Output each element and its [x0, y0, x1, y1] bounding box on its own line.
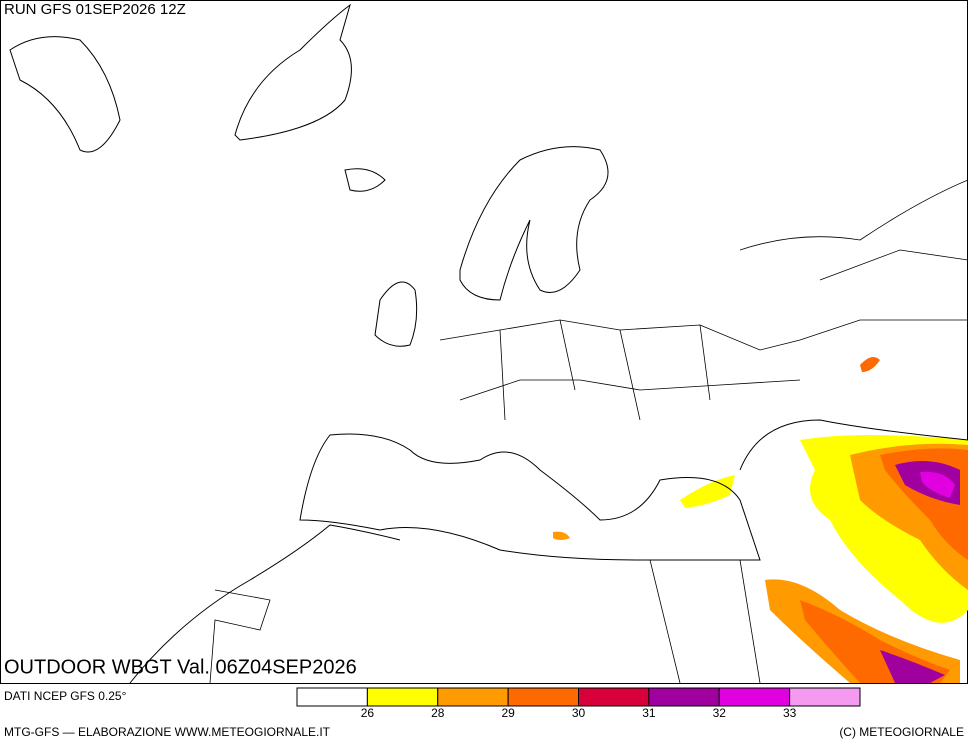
legend-swatch	[718, 687, 791, 707]
run-label: RUN GFS 01SEP2026 12Z	[4, 1, 186, 18]
field	[860, 356, 880, 372]
legend-tick-label: 31	[642, 706, 656, 720]
field	[553, 531, 570, 540]
legend-tick-label: 28	[431, 706, 445, 720]
legend-tick-label: 30	[572, 706, 586, 720]
legend-tick-label: 33	[783, 706, 797, 720]
field	[680, 475, 735, 508]
legend-tick-label: 29	[501, 706, 515, 720]
coastlines	[9, 3, 968, 684]
map-fields	[553, 356, 968, 683]
legend-swatch	[366, 687, 439, 707]
legend-swatch	[789, 687, 861, 707]
legend-swatch	[648, 687, 720, 707]
legend-swatch	[437, 687, 509, 707]
field	[880, 650, 945, 683]
legend-tick-label: 32	[713, 706, 727, 720]
legend-tick-label: 26	[361, 706, 375, 720]
field	[920, 471, 955, 498]
legend-swatch	[578, 687, 650, 707]
map-title: OUTDOOR WBGT Val. 06Z04SEP2026	[4, 656, 357, 678]
source-label: DATI NCEP GFS 0.25°	[4, 689, 127, 703]
legend-swatch	[507, 687, 579, 707]
footer-left: MTG-GFS — ELABORAZIONE WWW.METEOGIORNALE…	[4, 725, 331, 739]
color-legend: 26 28 29 30 31 32 33	[296, 687, 861, 720]
map-frame	[0, 0, 968, 684]
borders	[209, 179, 968, 684]
legend-swatch	[296, 687, 368, 707]
footer-right: (C) METEOGIORNALE	[839, 725, 964, 739]
